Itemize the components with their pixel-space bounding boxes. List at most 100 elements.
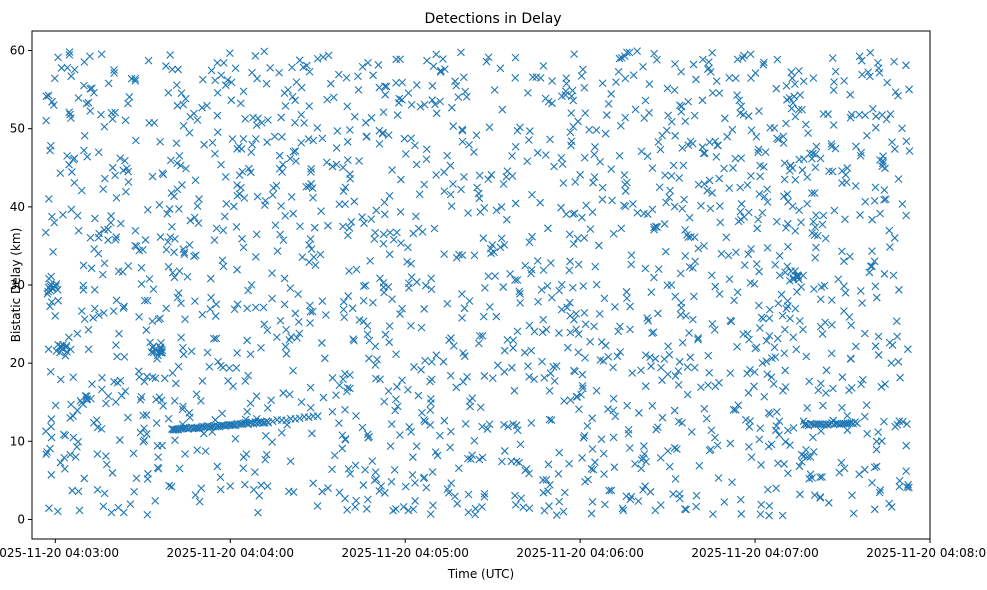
detection-marker <box>180 248 189 257</box>
detection-marker <box>148 317 157 326</box>
detection-marker <box>625 444 634 452</box>
detection-marker <box>545 415 554 424</box>
detection-marker <box>52 347 61 355</box>
detection-marker <box>229 382 237 391</box>
detection-marker <box>720 164 728 173</box>
detection-marker <box>285 390 294 399</box>
detection-marker <box>63 63 72 72</box>
detection-marker <box>158 348 166 357</box>
detection-marker <box>770 343 779 352</box>
detection-marker <box>427 357 436 366</box>
detection-marker <box>328 162 337 171</box>
detection-marker <box>829 121 838 129</box>
detection-marker <box>131 74 140 83</box>
detection-marker <box>185 128 194 137</box>
detection-marker <box>458 125 467 134</box>
detection-marker <box>597 435 606 444</box>
detection-marker <box>195 497 204 506</box>
detection-marker <box>388 166 397 174</box>
detection-marker <box>46 367 55 376</box>
detection-marker <box>165 481 174 490</box>
detection-marker <box>364 58 372 67</box>
detection-marker <box>191 297 199 306</box>
detection-marker <box>781 325 789 334</box>
detection-marker <box>609 394 618 403</box>
detection-marker <box>341 435 350 444</box>
detection-marker <box>722 233 731 242</box>
detection-marker <box>306 383 315 392</box>
detection-marker <box>671 372 680 380</box>
detection-marker <box>363 495 372 504</box>
detection-marker <box>657 363 665 372</box>
detection-marker <box>261 196 270 205</box>
detection-marker <box>306 403 315 412</box>
detection-marker <box>667 117 676 126</box>
detection-marker <box>119 166 128 175</box>
detection-marker <box>297 110 306 119</box>
detection-marker <box>818 473 826 481</box>
detection-marker <box>115 436 124 444</box>
detection-marker <box>569 96 578 105</box>
detection-marker <box>410 363 418 371</box>
detection-marker <box>846 113 855 122</box>
detection-marker <box>344 292 353 300</box>
detection-marker <box>329 93 338 102</box>
detection-marker <box>324 484 332 492</box>
detection-marker <box>881 195 890 204</box>
detection-marker <box>591 143 599 151</box>
y-tick-label: 10 <box>10 434 25 448</box>
detection-marker <box>101 452 110 461</box>
detection-marker <box>394 98 403 107</box>
detection-marker <box>409 229 418 238</box>
detection-marker <box>863 429 872 438</box>
detection-marker <box>538 328 547 337</box>
detection-marker <box>173 159 182 168</box>
detection-marker <box>432 50 441 59</box>
detection-marker <box>724 251 733 260</box>
detection-marker <box>773 334 782 343</box>
detection-marker <box>86 233 95 242</box>
detection-marker <box>545 386 554 395</box>
detection-marker <box>795 206 804 215</box>
detection-marker <box>675 174 684 182</box>
detection-marker <box>222 200 231 208</box>
detection-marker <box>175 464 184 473</box>
detection-marker <box>599 449 608 458</box>
detection-marker <box>783 219 792 228</box>
detection-marker <box>686 353 695 362</box>
detection-marker <box>546 135 554 144</box>
detection-marker <box>239 243 248 252</box>
detection-marker <box>268 269 276 278</box>
detection-marker <box>473 183 481 192</box>
detection-marker <box>380 288 388 297</box>
detection-marker <box>381 90 390 99</box>
detection-marker <box>447 202 456 211</box>
detection-marker <box>382 82 391 91</box>
detection-marker <box>662 198 671 207</box>
detection-marker <box>627 251 636 259</box>
detection-marker <box>829 86 838 95</box>
detection-marker <box>683 363 692 372</box>
detection-marker <box>705 368 714 377</box>
detection-marker <box>542 325 551 334</box>
detection-marker <box>171 436 179 445</box>
detection-marker <box>843 411 852 420</box>
detection-marker <box>219 262 228 271</box>
detection-marker <box>592 280 601 289</box>
detection-marker <box>577 72 586 80</box>
detection-marker <box>598 79 607 88</box>
detection-marker <box>849 509 858 518</box>
detection-marker <box>318 134 327 143</box>
detection-marker <box>799 77 808 86</box>
detection-marker <box>615 151 624 160</box>
detection-marker <box>142 411 151 419</box>
detection-marker <box>82 392 91 401</box>
detection-marker <box>895 285 903 294</box>
detection-marker <box>511 199 520 208</box>
detection-marker <box>885 338 894 347</box>
detection-marker <box>525 238 534 247</box>
detection-marker <box>422 483 431 492</box>
detection-marker <box>754 215 763 224</box>
detection-marker <box>166 51 175 59</box>
detection-marker <box>244 286 253 295</box>
